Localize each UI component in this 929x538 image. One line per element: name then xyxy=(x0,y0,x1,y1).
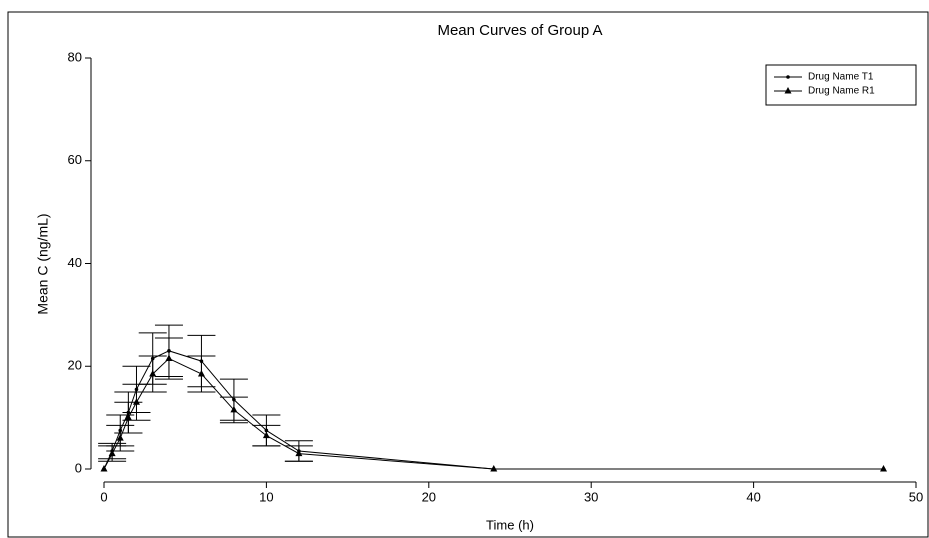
marker xyxy=(165,354,173,362)
marker xyxy=(880,465,888,472)
x-axis-label: Time (h) xyxy=(486,517,534,532)
y-tick-label: 60 xyxy=(68,152,82,167)
marker xyxy=(100,465,108,472)
marker xyxy=(108,449,116,457)
marker xyxy=(784,87,792,94)
marker xyxy=(149,369,157,377)
legend-label: Drug Name T1 xyxy=(808,72,874,83)
marker xyxy=(262,431,270,439)
x-tick-label: 50 xyxy=(909,489,923,504)
marker xyxy=(295,449,303,457)
x-tick-label: 10 xyxy=(259,489,273,504)
marker xyxy=(786,75,790,79)
chart-frame xyxy=(7,11,929,538)
marker xyxy=(124,413,132,421)
x-tick-label: 0 xyxy=(100,489,107,504)
series-line xyxy=(103,350,884,470)
y-tick-label: 80 xyxy=(68,49,82,64)
y-tick-label: 40 xyxy=(68,255,82,270)
legend-box xyxy=(765,64,917,106)
y-axis-label: Mean C (ng/mL) xyxy=(35,213,51,314)
y-tick-label: 0 xyxy=(75,460,82,475)
legend-label: Drug Name R1 xyxy=(808,86,875,97)
x-tick-label: 20 xyxy=(422,489,436,504)
chart-title: Mean Curves of Group A xyxy=(437,22,602,39)
marker xyxy=(197,369,205,377)
marker xyxy=(116,434,124,441)
marker xyxy=(230,405,238,413)
marker xyxy=(490,465,498,472)
y-tick-label: 20 xyxy=(68,358,82,373)
marker xyxy=(132,398,140,405)
series-line xyxy=(103,357,884,470)
x-tick-label: 40 xyxy=(746,489,760,504)
x-tick-label: 30 xyxy=(584,489,598,504)
